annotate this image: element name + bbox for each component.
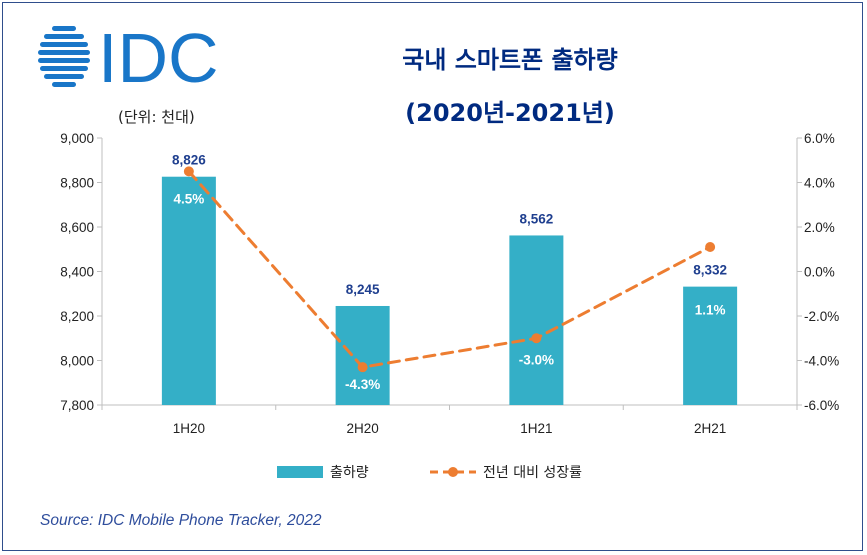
left-tick-label: 9,000	[60, 131, 94, 146]
bar	[161, 176, 216, 405]
globe-logo-mark	[38, 26, 90, 87]
line-point	[531, 333, 542, 344]
bar-value-label: 8,245	[346, 282, 380, 297]
source-note: Source: IDC Mobile Phone Tracker, 2022	[40, 512, 322, 529]
growth-value-label: -4.3%	[345, 377, 380, 392]
legend-line-marker	[448, 467, 458, 477]
unit-label: (단위: 천대)	[118, 108, 195, 126]
right-tick-label: 0.0%	[804, 265, 835, 280]
growth-value-label: 4.5%	[173, 191, 204, 206]
bar-value-label: 8,332	[693, 263, 727, 278]
x-tick-label: 1H20	[173, 421, 205, 436]
right-tick-label: 6.0%	[804, 131, 835, 146]
left-tick-label: 8,000	[60, 354, 94, 369]
legend-line-label: 전년 대비 성장률	[483, 465, 582, 481]
bar	[509, 235, 564, 405]
bar	[335, 305, 390, 405]
bar-series	[161, 176, 738, 405]
idc-logo: IDC	[38, 22, 219, 90]
right-tick-label: 2.0%	[804, 220, 835, 235]
x-tick-label: 1H21	[520, 421, 552, 436]
bar-value-label: 8,826	[172, 153, 206, 168]
x-tick-label: 2H20	[346, 421, 378, 436]
left-tick-label: 8,200	[60, 309, 94, 324]
logo-text: IDC	[98, 22, 219, 90]
growth-value-label: 1.1%	[695, 303, 726, 318]
right-tick-label: -4.0%	[804, 354, 839, 369]
line-point	[705, 242, 716, 253]
left-tick-label: 8,800	[60, 176, 94, 191]
line-point	[357, 362, 368, 373]
chart-title: 국내 스마트폰 출하량	[402, 46, 618, 74]
left-tick-label: 8,400	[60, 265, 94, 280]
left-tick-label: 8,600	[60, 220, 94, 235]
legend: 출하량 전년 대비 성장률	[277, 465, 582, 481]
right-tick-label: -6.0%	[804, 398, 839, 413]
bar-value-label: 8,562	[519, 211, 553, 226]
right-tick-label: -2.0%	[804, 309, 839, 324]
line-point	[183, 166, 194, 177]
right-tick-label: 4.0%	[804, 176, 835, 191]
legend-bar-swatch	[277, 466, 323, 478]
chart-subtitle: (2020년-2021년)	[405, 99, 615, 127]
left-tick-label: 7,800	[60, 398, 94, 413]
growth-value-label: -3.0%	[519, 352, 554, 367]
axes: 7,800 8,000 8,200 8,400 8,600 8,800 9,000 -6.0%…	[60, 131, 839, 436]
x-tick-label: 2H21	[694, 421, 726, 436]
legend-bar-label: 출하량	[330, 465, 369, 481]
data-labels: 8,826 8,245 8,562 8,332 4.5% -4.3% -3.0% 1.1%	[172, 153, 727, 392]
bar	[683, 286, 738, 405]
growth-line	[187, 169, 712, 369]
line-series	[183, 166, 716, 373]
